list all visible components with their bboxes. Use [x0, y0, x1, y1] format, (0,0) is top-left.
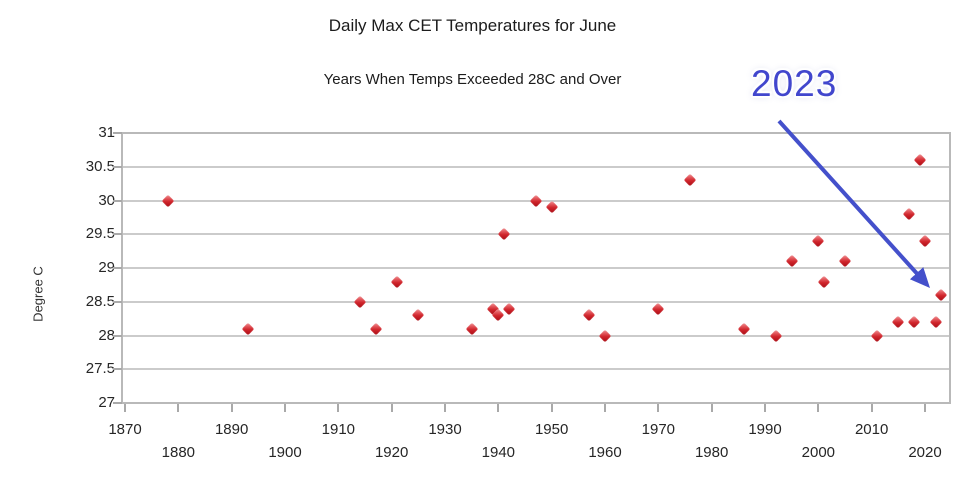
x-tick-mark [657, 404, 660, 412]
x-tick-mark [390, 404, 393, 412]
y-tick-label: 30.5 [85, 157, 115, 175]
y-tick-label: 29 [98, 259, 115, 276]
x-tick-label: 1960 [588, 444, 622, 461]
y-tick-mark [113, 199, 122, 202]
x-tick-mark [497, 404, 500, 412]
y-tick-label: 31 [98, 124, 115, 141]
x-tick-label: 2020 [908, 444, 942, 461]
y-tick-mark [113, 300, 122, 303]
gridline [123, 233, 949, 236]
y-tick-label: 29.5 [85, 225, 115, 243]
x-tick-mark [284, 404, 286, 412]
x-tick-label: 1900 [268, 444, 302, 461]
x-tick-label: 1990 [748, 421, 782, 438]
y-tick-label: 30 [98, 191, 115, 209]
x-tick-label: 2010 [854, 421, 889, 438]
x-tick-mark [177, 404, 180, 412]
x-tick-label: 1970 [641, 421, 676, 438]
x-tick-mark [710, 404, 713, 412]
x-tick-mark [550, 404, 553, 412]
y-tick-mark [113, 233, 122, 236]
y-tick-mark [113, 368, 122, 371]
x-tick-label: 1890 [214, 421, 249, 438]
gridline [123, 368, 949, 371]
x-tick-label: 1910 [321, 421, 356, 438]
x-tick-mark [924, 404, 926, 412]
x-tick-label: 1940 [481, 444, 516, 461]
x-tick-label: 1930 [428, 421, 462, 438]
x-tick-label: 1870 [108, 421, 142, 438]
x-tick-mark [444, 404, 446, 412]
y-tick-mark [113, 267, 122, 269]
x-tick-mark [817, 404, 820, 412]
x-tick-label: 1880 [161, 444, 196, 461]
y-tick-label: 27 [98, 394, 115, 411]
y-tick-mark [113, 165, 122, 168]
y-tick-label: 28.5 [85, 292, 115, 310]
y-tick-mark [113, 132, 122, 134]
y-tick-label: 27.5 [85, 360, 115, 378]
x-tick-mark [870, 404, 873, 412]
gridline [123, 267, 949, 269]
chart-title: Daily Max CET Temperatures for June [328, 16, 617, 35]
gridline [123, 165, 949, 168]
x-tick-mark [230, 404, 233, 412]
annotation-2023-label: 2023 [751, 63, 838, 104]
x-tick-mark [604, 404, 606, 412]
y-axis-label: Degree C [30, 266, 46, 322]
y-tick-mark [113, 334, 122, 337]
x-tick-label: 2000 [801, 444, 836, 461]
chart-subtitle: Years When Temps Exceeded 28C and Over [323, 71, 622, 88]
x-tick-label: 1920 [374, 444, 409, 461]
x-tick-mark [337, 404, 340, 412]
y-tick-mark [113, 402, 122, 404]
x-tick-label: 1950 [534, 421, 569, 438]
x-tick-mark [124, 404, 126, 412]
y-tick-label: 28 [98, 326, 115, 344]
gridline [123, 300, 949, 303]
gridline [123, 334, 949, 337]
x-tick-mark [764, 404, 766, 412]
x-tick-label: 1980 [694, 444, 729, 461]
